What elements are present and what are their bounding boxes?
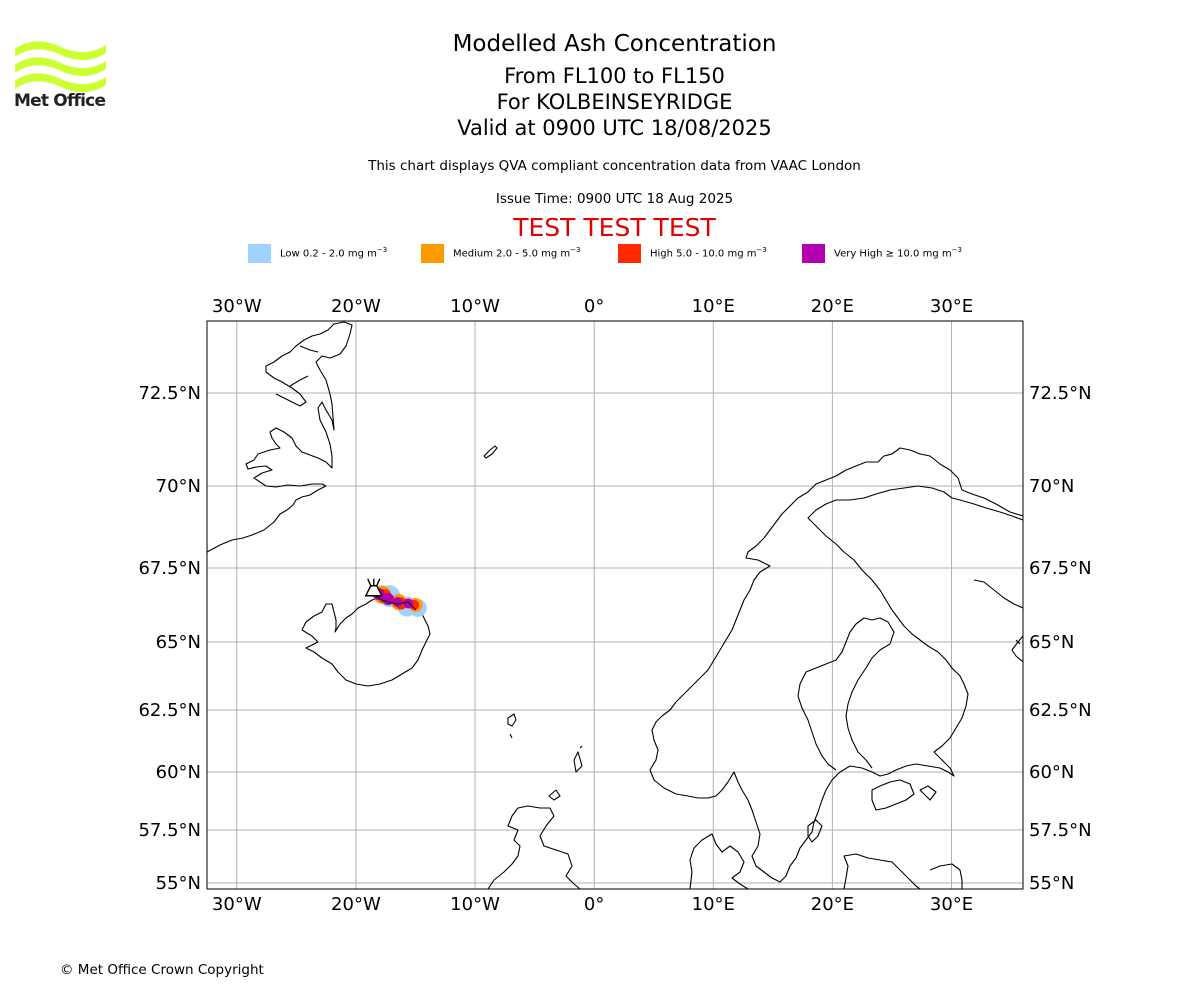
flight-level-range: From FL100 to FL150: [504, 64, 725, 88]
coastline-shetland: [573, 745, 583, 773]
valid-time: Valid at 0900 UTC 18/08/2025: [457, 116, 772, 140]
lat-tick-label-right: 67.5°N: [1029, 558, 1092, 579]
ash-concentration-blob: [403, 598, 414, 609]
legend-item-medium: Medium 2.0 - 5.0 mg m−3: [421, 243, 580, 263]
chart-title: Modelled Ash Concentration: [452, 31, 777, 57]
map-tick-labels: 30°W 30°W 20°W 20°W 10°W 10°W 0° 0° 10°E 10°E 20°E…: [138, 296, 1091, 915]
lon-tick-label-bottom: 30°W: [212, 894, 262, 915]
issue-time: Issue Time: 0900 UTC 18 Aug 2025: [495, 191, 734, 207]
legend-swatch-high: [618, 243, 641, 263]
lat-tick-label-left: 65°N: [156, 632, 201, 653]
coastline-baltic: [689, 779, 963, 889]
lon-tick-label-top: 20°W: [331, 296, 381, 317]
lon-tick-label-top: 10°E: [692, 296, 735, 317]
coastline-scandinavia: [649, 447, 1023, 883]
legend-item-very-high: Very High ≥ 10.0 mg m−3: [802, 243, 962, 263]
map-gridlines: [207, 321, 1023, 889]
coastlines: [207, 321, 1023, 889]
lon-tick-label-bottom: 20°E: [811, 894, 854, 915]
legend-item-high: High 5.0 - 10.0 mg m−3: [618, 243, 767, 263]
coastline-kola: [973, 579, 1023, 663]
legend-swatch-low: [248, 243, 271, 263]
lat-tick-label-left: 67.5°N: [138, 558, 201, 579]
lat-tick-label-right: 62.5°N: [1029, 700, 1092, 721]
coastline-jan-mayen: [483, 445, 498, 459]
ash-contour: [369, 591, 417, 611]
legend-swatch-very-high: [802, 243, 825, 263]
lat-tick-label-right: 72.5°N: [1029, 383, 1092, 404]
legend-label-medium: Medium 2.0 - 5.0 mg m: [453, 248, 571, 260]
legend-item-low: Low 0.2 - 2.0 mg m−3: [248, 243, 387, 263]
lon-tick-label-bottom: 20°W: [331, 894, 381, 915]
volcano-icon: [364, 578, 383, 597]
map-frame: [206, 320, 1024, 890]
coastline-faroe: [507, 713, 517, 739]
volcano-name: For KOLBEINSEYRIDGE: [496, 90, 733, 114]
lon-tick-label-bottom: 10°W: [450, 894, 500, 915]
lon-tick-label-top: 30°E: [930, 296, 973, 317]
ash-concentration-blob: [392, 597, 403, 608]
ash-plume: [369, 585, 427, 617]
lat-tick-label-left: 57.5°N: [138, 820, 201, 841]
chart-description: This chart displays QVA compliant concen…: [368, 158, 861, 174]
legend-swatch-medium: [421, 243, 444, 263]
met-office-logo-text: Met Office: [14, 91, 106, 111]
legend-label-very-high: Very High ≥ 10.0 mg m: [834, 248, 952, 260]
lat-tick-label-right: 55°N: [1029, 873, 1074, 894]
lon-tick-label-top: 20°E: [811, 296, 854, 317]
lat-tick-label-left: 62.5°N: [138, 700, 201, 721]
legend-unit-exponent: −3: [951, 246, 962, 255]
met-office-wave-logo-icon: [15, 41, 106, 93]
coastline-scotland: [487, 789, 581, 889]
lon-tick-label-bottom: 0°: [584, 894, 604, 915]
lon-tick-label-top: 0°: [584, 296, 604, 317]
copyright-text: © Met Office Crown Copyright: [60, 962, 264, 978]
lat-tick-label-right: 65°N: [1029, 632, 1074, 653]
lat-tick-label-left: 60°N: [156, 762, 201, 783]
coastline-gulf-of-bothnia: [797, 617, 895, 771]
test-banner: TEST TEST TEST: [513, 213, 716, 242]
legend-unit-exponent: −3: [756, 246, 767, 255]
lat-tick-label-left: 70°N: [156, 476, 201, 497]
lon-tick-label-bottom: 10°E: [692, 894, 735, 915]
lat-tick-label-right: 60°N: [1029, 762, 1074, 783]
lat-tick-label-left: 55°N: [156, 873, 201, 894]
legend-unit-exponent: −3: [376, 246, 388, 255]
legend-label-high: High 5.0 - 10.0 mg m: [650, 248, 757, 260]
lat-tick-label-left: 72.5°N: [138, 383, 201, 404]
lon-tick-label-top: 30°W: [212, 296, 262, 317]
lat-tick-label-right: 70°N: [1029, 476, 1074, 497]
lat-tick-label-right: 57.5°N: [1029, 820, 1092, 841]
legend-unit-exponent: −3: [570, 246, 581, 255]
lon-tick-label-top: 10°W: [450, 296, 500, 317]
legend-label-low: Low 0.2 - 2.0 mg m: [280, 248, 377, 260]
coastline-greenland: [207, 321, 353, 554]
concentration-legend: Low 0.2 - 2.0 mg m−3 Medium 2.0 - 5.0 mg…: [0, 243, 1200, 265]
lon-tick-label-bottom: 30°E: [930, 894, 973, 915]
